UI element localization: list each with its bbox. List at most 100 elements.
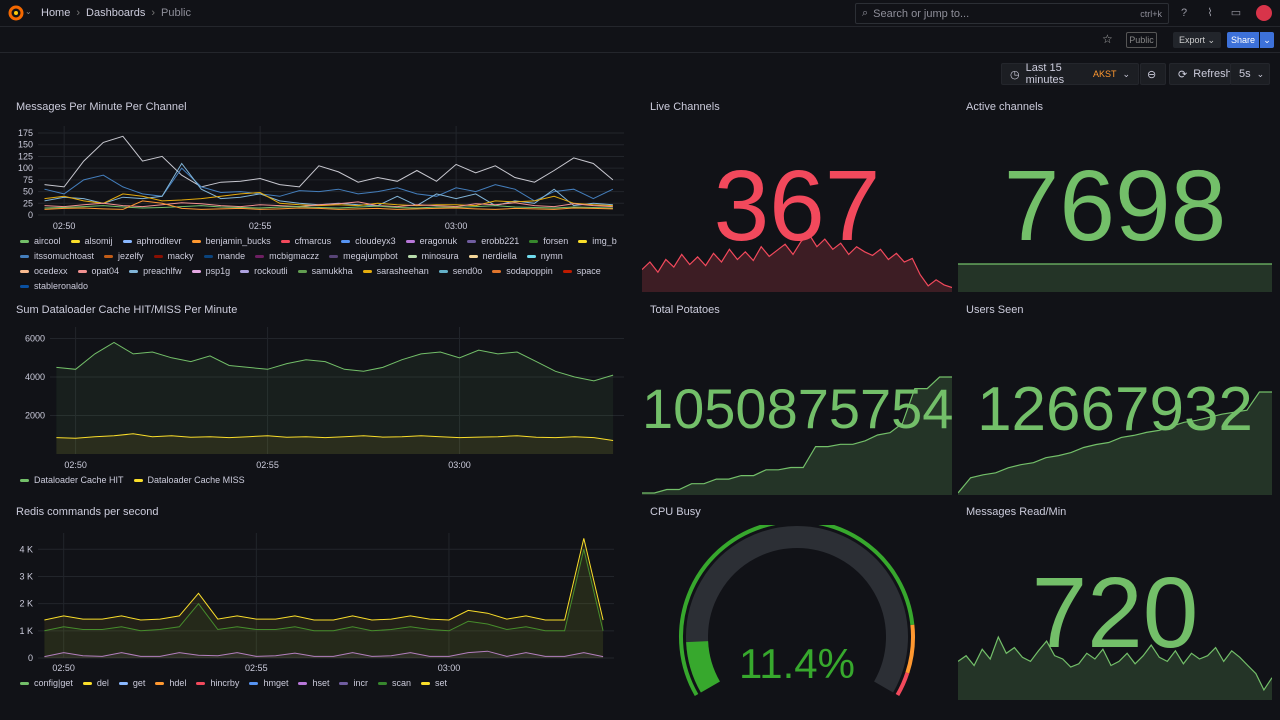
legend-item[interactable]: hmget [249, 678, 288, 688]
legend-item[interactable]: sodapoppin [492, 266, 553, 276]
legend-item[interactable]: space [562, 266, 601, 276]
legend-item[interactable]: macky [153, 251, 194, 261]
legend-label: sodapoppin [506, 266, 553, 276]
sparkline-line [642, 376, 952, 494]
legend-label: eragonuk [419, 236, 458, 246]
series-line [44, 191, 613, 207]
legend-item[interactable]: opat04 [77, 266, 119, 276]
panel-title: CPU Busy [650, 506, 701, 518]
rss-icon[interactable]: ⌇ [1207, 7, 1213, 19]
breadcrumb-separator-icon: › [151, 7, 156, 19]
legend-item[interactable]: aphroditevr [122, 236, 182, 246]
legend-item[interactable]: samukkha [297, 266, 353, 276]
logo-chevron-icon[interactable]: ⌄ [25, 7, 32, 16]
legend-item[interactable]: cloudeyx3 [341, 236, 396, 246]
legend-item[interactable]: scan [377, 678, 411, 688]
sparkline [958, 635, 1272, 700]
y-tick-label: 150 [18, 140, 33, 150]
breadcrumb-current: Public [161, 7, 191, 19]
monitor-icon[interactable]: ▭ [1230, 7, 1242, 19]
legend-item[interactable]: stableronaldo [20, 281, 88, 290]
y-tick-label: 0 [28, 210, 33, 220]
legend-item[interactable]: megajumpbot [329, 251, 398, 261]
zoom-out-icon: ⊖ [1147, 68, 1157, 81]
legend-item[interactable]: Dataloader Cache MISS [133, 475, 245, 485]
legend-item[interactable]: erobb221 [467, 236, 519, 246]
share-dropdown-chevron-icon[interactable]: ⌄ [1260, 32, 1274, 48]
legend-item[interactable]: eragonuk [405, 236, 458, 246]
legend-item[interactable]: jezelfy [104, 251, 144, 261]
legend-item[interactable]: psp1g [191, 266, 230, 276]
share-button[interactable]: Share [1227, 32, 1259, 48]
legend-item[interactable]: nerdiella [468, 251, 517, 261]
legend-label: aircool [34, 236, 61, 246]
legend-item[interactable]: cfmarcus [280, 236, 331, 246]
y-tick-label: 50 [23, 187, 33, 197]
x-tick-label: 02:55 [245, 663, 268, 673]
legend-swatch [20, 478, 29, 482]
panel-active-channels: Active channels 7698 [958, 95, 1272, 292]
grafana-logo[interactable] [8, 5, 24, 21]
legend-item[interactable]: aircool [20, 236, 61, 246]
public-badge: Public [1126, 32, 1157, 48]
sparkline-line [958, 635, 1272, 692]
panel-cache-hit-miss: Sum Dataloader Cache HIT/MISS Per Minute… [8, 298, 636, 493]
legend-item[interactable]: nymn [526, 251, 563, 261]
gauge-value-arc [686, 640, 721, 693]
legend-item[interactable]: Dataloader Cache HIT [20, 475, 124, 485]
export-button[interactable]: Export ⌄ [1173, 32, 1221, 48]
search-input[interactable]: ⌕ Search or jump to... ctrl+k [855, 3, 1169, 24]
legend-item[interactable]: minosura [407, 251, 459, 261]
x-tick-label: 02:50 [52, 663, 75, 673]
legend-item[interactable]: hset [298, 678, 329, 688]
help-icon[interactable]: ? [1180, 7, 1188, 19]
legend-item[interactable]: mande [203, 251, 245, 261]
legend-item[interactable]: hincrby [196, 678, 239, 688]
legend-label: minosura [421, 251, 459, 261]
legend-item[interactable]: hdel [155, 678, 186, 688]
star-icon[interactable]: ☆ [1102, 32, 1113, 46]
legend-item[interactable]: benjamin_bucks [191, 236, 271, 246]
legend-item[interactable]: ocedexx [20, 266, 68, 276]
legend-item[interactable]: itssomuchtoast [20, 251, 94, 261]
breadcrumb-dashboards[interactable]: Dashboards [86, 7, 146, 19]
legend-item[interactable]: send0o [438, 266, 482, 276]
sparkline [642, 233, 952, 292]
legend-item[interactable]: sarasheehan [362, 266, 429, 276]
refresh-button[interactable]: ⟳ Refresh [1169, 63, 1232, 85]
legend-swatch [421, 681, 430, 685]
legend-item[interactable]: incr [339, 678, 368, 688]
legend-item[interactable]: img_b [578, 236, 617, 246]
sparkline [958, 263, 1272, 292]
legend-item[interactable]: del [82, 678, 109, 688]
refresh-interval-picker[interactable]: 5s ⌄ [1230, 63, 1270, 85]
legend-swatch [468, 254, 478, 258]
y-tick-label: 0 [28, 653, 33, 663]
legend-item[interactable]: get [118, 678, 145, 688]
legend-item[interactable]: preachlfw [129, 266, 182, 276]
avatar[interactable] [1256, 5, 1272, 21]
legend-item[interactable]: rockoutli [240, 266, 288, 276]
x-tick-label: 03:00 [438, 663, 461, 673]
series-area [44, 538, 604, 658]
breadcrumb-separator-icon: › [76, 7, 81, 19]
zoom-out-button[interactable]: ⊖ [1140, 63, 1166, 85]
chart-legend: aircool alsomij aphroditevr benjamin_bucks c… [20, 236, 620, 290]
breadcrumb-home[interactable]: Home [41, 7, 71, 19]
chevron-down-icon: ⌄ [1256, 68, 1265, 79]
legend-item[interactable]: config|get [20, 678, 73, 688]
legend-swatch [249, 681, 259, 685]
legend-item[interactable]: mcbigmaczz [255, 251, 319, 261]
legend-label: Dataloader Cache HIT [34, 475, 124, 485]
refresh-interval-value: 5s [1239, 68, 1251, 80]
panel-messages-per-minute: Messages Per Minute Per Channel 0 25 50 75 1… [8, 95, 636, 290]
panel-total-potatoes: Total Potatoes 1050875754 [642, 298, 953, 495]
legend-item[interactable]: forsen [529, 236, 568, 246]
legend-label: megajumpbot [343, 251, 398, 261]
sparkline [642, 376, 952, 495]
legend-swatch [77, 269, 87, 273]
legend-item[interactable]: alsomij [70, 236, 113, 246]
legend-item[interactable]: set [421, 678, 447, 688]
clock-icon: ◷ [1010, 68, 1020, 81]
time-range-picker[interactable]: ◷ Last 15 minutes AKST ⌄ [1001, 62, 1139, 86]
